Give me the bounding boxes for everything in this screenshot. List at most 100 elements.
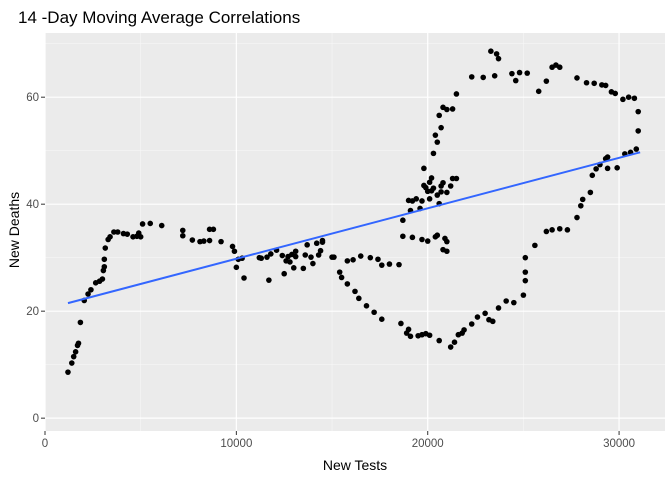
data-point bbox=[480, 74, 487, 81]
data-point bbox=[604, 154, 611, 160]
y-tick-label: 20 bbox=[26, 306, 39, 318]
data-point bbox=[77, 319, 84, 326]
data-point bbox=[315, 252, 322, 258]
data-point bbox=[287, 259, 293, 265]
data-point bbox=[290, 265, 297, 271]
data-point bbox=[101, 256, 108, 263]
data-point bbox=[111, 229, 117, 235]
data-point bbox=[468, 321, 475, 327]
data-point bbox=[396, 261, 402, 268]
data-point bbox=[491, 72, 498, 79]
data-point bbox=[461, 327, 467, 333]
data-point bbox=[438, 189, 444, 195]
data-point bbox=[426, 196, 433, 202]
data-point bbox=[453, 175, 460, 182]
data-point bbox=[107, 234, 113, 240]
data-point bbox=[189, 237, 196, 243]
y-tick-label: 0 bbox=[33, 413, 39, 425]
data-point bbox=[532, 242, 538, 249]
data-point bbox=[206, 226, 213, 233]
data-point bbox=[449, 106, 456, 112]
data-point bbox=[509, 70, 515, 77]
x-axis-ticks: 0 10000 20000 30000 bbox=[42, 431, 635, 450]
data-point bbox=[371, 309, 377, 316]
data-point bbox=[147, 220, 154, 227]
data-point bbox=[75, 340, 82, 347]
data-point bbox=[344, 281, 351, 287]
data-point bbox=[522, 277, 529, 284]
data-point bbox=[158, 222, 165, 229]
data-point bbox=[578, 202, 584, 209]
x-axis-title: New Tests bbox=[323, 457, 387, 473]
y-axis-title: New Deaths bbox=[6, 192, 22, 268]
data-point bbox=[543, 228, 550, 235]
data-point bbox=[579, 196, 586, 203]
data-point bbox=[344, 258, 351, 264]
x-tick-label: 30000 bbox=[603, 438, 635, 450]
x-tick-label: 20000 bbox=[412, 438, 444, 450]
data-point bbox=[574, 75, 580, 81]
data-point bbox=[124, 231, 131, 237]
data-point bbox=[357, 253, 364, 259]
data-point bbox=[440, 104, 446, 111]
data-point bbox=[102, 245, 109, 251]
data-point bbox=[304, 242, 310, 248]
x-tick-label: 10000 bbox=[220, 438, 252, 450]
data-point bbox=[608, 89, 615, 95]
data-point bbox=[336, 269, 343, 275]
data-point bbox=[101, 263, 108, 270]
data-point bbox=[543, 78, 550, 84]
data-point bbox=[352, 288, 358, 295]
data-point bbox=[635, 108, 642, 115]
trend-line bbox=[67, 151, 641, 305]
data-point bbox=[292, 253, 299, 260]
data-point bbox=[434, 139, 441, 145]
data-point bbox=[438, 124, 444, 131]
data-point bbox=[495, 305, 502, 311]
data-point bbox=[375, 256, 381, 263]
data-point bbox=[556, 225, 563, 232]
data-point bbox=[350, 257, 356, 263]
data-point bbox=[512, 77, 519, 84]
minor-gridlines bbox=[45, 33, 665, 431]
data-point bbox=[520, 292, 527, 298]
data-point bbox=[331, 254, 337, 260]
data-point bbox=[179, 227, 186, 234]
data-point bbox=[426, 332, 433, 339]
data-point bbox=[137, 234, 144, 240]
data-point bbox=[72, 349, 79, 355]
data-point bbox=[421, 165, 427, 172]
data-point bbox=[620, 96, 626, 103]
data-point bbox=[453, 91, 460, 97]
data-point bbox=[535, 88, 542, 95]
data-point bbox=[85, 291, 91, 297]
data-point bbox=[564, 227, 571, 233]
data-point bbox=[447, 183, 454, 189]
x-tick-label: 0 bbox=[42, 438, 48, 450]
data-point bbox=[522, 269, 529, 275]
y-tick-label: 40 bbox=[26, 199, 39, 211]
data-point bbox=[444, 238, 450, 245]
data-point bbox=[468, 74, 475, 80]
data-point bbox=[179, 232, 186, 239]
data-point bbox=[436, 337, 442, 344]
data-point bbox=[281, 270, 287, 277]
data-point bbox=[444, 189, 450, 196]
data-point bbox=[493, 51, 500, 57]
data-point bbox=[419, 198, 425, 204]
data-point bbox=[319, 239, 326, 245]
data-point bbox=[599, 82, 605, 88]
y-tick-label: 60 bbox=[26, 92, 39, 104]
data-point bbox=[426, 179, 433, 186]
data-point bbox=[386, 261, 393, 267]
data-point bbox=[589, 172, 596, 179]
data-point bbox=[434, 232, 441, 239]
data-point bbox=[405, 197, 412, 204]
data-point bbox=[625, 94, 632, 100]
data-point bbox=[308, 254, 314, 260]
data-point bbox=[356, 295, 362, 302]
data-point bbox=[233, 264, 240, 271]
data-point bbox=[631, 95, 638, 102]
data-point bbox=[68, 360, 75, 366]
